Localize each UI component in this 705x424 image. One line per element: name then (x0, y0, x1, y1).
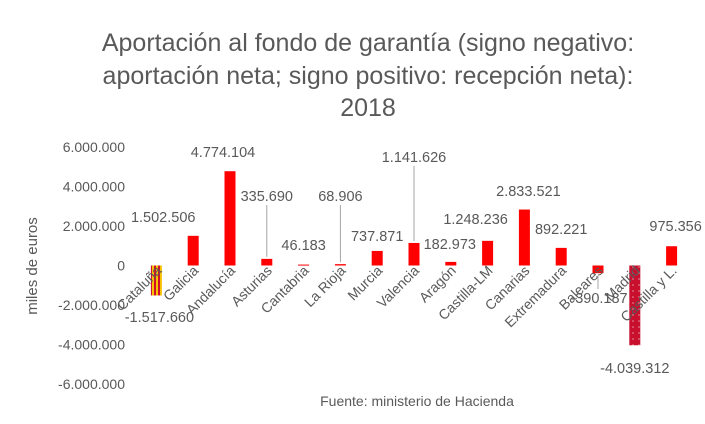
data-label: 1.141.626 (382, 150, 447, 166)
data-label: 2.833.521 (496, 184, 561, 200)
y-axis-title: miles de euros (24, 217, 41, 315)
data-label: 1.502.506 (131, 210, 196, 226)
bar-galicia (187, 235, 199, 266)
y-tick-label: -4.000.000 (58, 337, 125, 353)
bar-andaluc-a (224, 171, 236, 266)
bar-arag-n (445, 261, 457, 266)
y-tick-label: -2.000.000 (58, 297, 125, 313)
bar-madrid (629, 265, 641, 346)
data-label: 68.906 (318, 189, 362, 205)
bar-baleares (592, 265, 604, 274)
y-axis-ticks: 6.000.000 4.000.000 2.000.000 0 -2.000.000 -4… (58, 139, 125, 392)
bar-catalu-a (150, 265, 162, 296)
bar-cantabria (298, 264, 310, 266)
data-label: 892.221 (535, 222, 587, 238)
bar-la-rioja (334, 264, 346, 266)
data-label: 975.356 (649, 219, 701, 235)
y-tick-label: -6.000.000 (58, 376, 125, 392)
x-category-label: La Rioja (301, 262, 349, 310)
bar-asturias (261, 258, 273, 266)
data-label: -390.187 (570, 291, 627, 307)
data-label: 46.183 (281, 238, 325, 254)
source-note: Fuente: ministerio de Hacienda (320, 393, 514, 409)
data-label: 1.248.236 (443, 212, 508, 228)
bar-valencia (408, 242, 420, 266)
y-tick-label: 2.000.000 (63, 218, 125, 234)
chart-title: Aportación al fondo de garantía (signo n… (102, 29, 634, 122)
data-label: 4.774.104 (191, 145, 256, 161)
chart-title-line-2: aportación neta; signo positivo: recepci… (103, 62, 634, 90)
bar-extremadura (555, 247, 567, 266)
bar-castilla-y-l- (666, 246, 678, 266)
y-tick-label: 6.000.000 (63, 139, 125, 155)
chart-title-line-3: 2018 (340, 94, 396, 122)
bar-castilla-lm (482, 240, 494, 266)
bar-canarias (518, 209, 530, 266)
chart-title-line-1: Aportación al fondo de garantía (signo n… (102, 29, 634, 57)
data-label: 737.871 (351, 229, 403, 245)
data-labels: -1.517.660 1.502.506 4.774.104 335.690 46.18… (125, 145, 702, 377)
y-tick-label: 4.000.000 (63, 179, 125, 195)
data-label: -4.039.312 (600, 361, 669, 377)
leader-lines (266, 166, 599, 289)
data-label: 182.973 (424, 237, 476, 253)
y-tick-label: 0 (117, 258, 125, 274)
data-label: 335.690 (241, 189, 293, 205)
bars-group (150, 171, 678, 346)
bar-murcia (371, 250, 383, 266)
data-label: -1.517.660 (125, 310, 194, 326)
